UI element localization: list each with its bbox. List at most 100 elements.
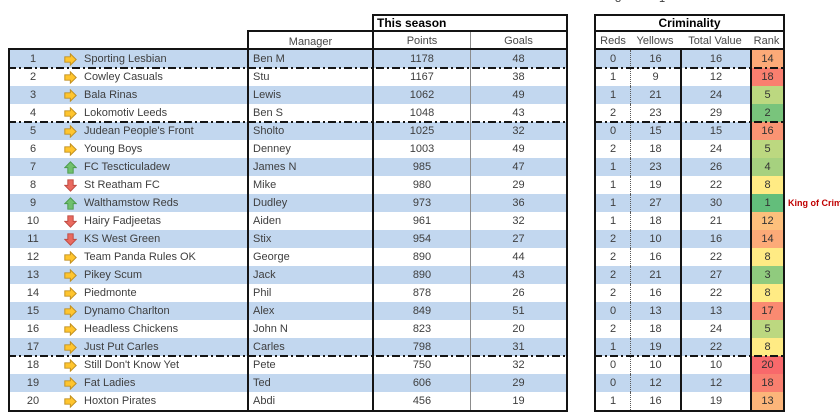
manager-cell[interactable]: Stu [247,68,372,86]
yellows-cell[interactable]: 15 [630,122,680,140]
team-name-cell[interactable]: Bala Rinas [84,86,247,104]
manager-cell[interactable]: Ted [247,374,372,392]
yellows-cell[interactable]: 12 [630,374,680,392]
table-row[interactable]: 19 Fat Ladies Ted 606 29 0 12 12 18 [8,374,840,392]
total-value-cell[interactable]: 19 [680,392,750,410]
total-value-cell[interactable]: 24 [680,140,750,158]
position-cell[interactable]: 6 [8,140,56,158]
yellows-cell[interactable]: 23 [630,104,680,122]
goals-cell[interactable]: 19 [470,392,568,410]
yellows-cell[interactable]: 10 [630,230,680,248]
points-column-header[interactable]: Points [372,30,470,50]
position-cell[interactable]: 13 [8,266,56,284]
manager-cell[interactable]: Lewis [247,86,372,104]
rank-cell[interactable]: 5 [750,140,785,158]
trend-cell[interactable] [56,230,84,248]
reds-cell[interactable]: 1 [594,158,630,176]
total-value-cell[interactable]: 22 [680,248,750,266]
trend-cell[interactable] [56,104,84,122]
manager-cell[interactable]: Carles [247,338,372,356]
points-cell[interactable]: 1048 [372,104,470,122]
trend-cell[interactable] [56,320,84,338]
manager-cell[interactable]: John N [247,320,372,338]
goals-column-header[interactable]: Goals [470,30,568,50]
yellows-cell[interactable]: 23 [630,158,680,176]
position-cell[interactable]: 14 [8,284,56,302]
trend-cell[interactable] [56,356,84,374]
team-name-cell[interactable]: Hairy Fadjeetas [84,215,162,227]
team-name-cell[interactable]: Hoxton Pirates [84,395,157,407]
table-row[interactable]: 5 Judean People's Front Sholto 1025 32 0… [8,122,840,140]
reds-column-header[interactable]: Reds [594,30,630,50]
manager-cell[interactable]: Phil [247,284,372,302]
trend-cell[interactable] [56,68,84,86]
yellows-cell[interactable]: 27 [630,194,680,212]
total-value-cell[interactable]: 16 [680,50,750,68]
reds-cell[interactable]: 2 [594,230,630,248]
manager-cell[interactable]: Dudley [247,194,372,212]
reds-cell[interactable]: 1 [594,194,630,212]
yellows-column-header[interactable]: Yellows [636,35,674,47]
yellows-cell[interactable]: 9 [630,68,680,86]
points-cell[interactable]: 1167 [372,68,470,86]
trend-cell[interactable] [56,212,84,230]
trend-cell[interactable] [56,194,84,212]
position-cell[interactable]: 10 [8,212,56,230]
table-row[interactable]: 11 KS West Green Stix 954 27 2 10 16 14 [8,230,840,248]
trend-cell[interactable] [56,248,84,266]
table-row[interactable]: 1 Sporting Lesbian Ben M 1178 48 0 16 16… [8,50,840,69]
manager-cell[interactable]: Aiden [247,212,372,230]
reds-cell[interactable]: 1 [594,86,630,104]
rank-cell[interactable]: 3 [750,266,785,284]
table-row[interactable]: 16 Headless Chickens John N 823 20 2 18 … [8,320,840,338]
yellows-cell[interactable]: 13 [630,302,680,320]
manager-cell[interactable]: Pete [247,356,372,374]
points-cell[interactable]: 961 [372,212,470,230]
yellows-cell[interactable]: 16 [630,50,680,68]
trend-cell[interactable] [56,284,84,302]
rank-cell[interactable]: 14 [750,50,785,68]
yellows-cell[interactable]: 19 [630,176,680,194]
position-cell[interactable]: 8 [8,176,56,194]
goals-cell[interactable]: 43 [470,104,568,122]
table-row[interactable]: 15 Dynamo Charlton Alex 849 51 0 13 13 1… [8,302,840,320]
rank-cell[interactable]: 8 [750,338,785,356]
table-row[interactable]: 14 Piedmonte Phil 878 26 2 16 22 8 [8,284,840,302]
rank-cell[interactable]: 13 [750,392,785,410]
reds-cell[interactable]: 0 [594,50,630,68]
points-cell[interactable]: 980 [372,176,470,194]
table-row[interactable]: 12 Team Panda Rules OK George 890 44 2 1… [8,248,840,266]
team-name-cell[interactable]: Dynamo Charlton [84,302,247,320]
total-value-cell[interactable]: 12 [680,374,750,392]
reds-cell[interactable]: 1 [594,176,630,194]
points-cell[interactable]: 1062 [372,86,470,104]
points-cell[interactable]: 1178 [372,50,470,68]
points-cell[interactable]: 954 [372,230,470,248]
rank-cell[interactable]: 16 [750,122,785,140]
rank-cell[interactable]: 8 [750,284,785,302]
total-value-cell[interactable]: 21 [680,212,750,230]
position-cell[interactable]: 17 [8,338,56,356]
rank-column-header[interactable]: Rank [750,30,785,50]
total-value-cell[interactable]: 13 [680,302,750,320]
table-row[interactable]: 17 Just Put Carles Carles 798 31 1 19 22… [8,338,840,357]
position-cell[interactable]: 4 [8,104,56,122]
team-name-cell[interactable]: Sporting Lesbian [84,50,247,68]
reds-cell[interactable]: 2 [594,248,630,266]
points-cell[interactable]: 823 [372,320,470,338]
team-name-cell[interactable]: KS West Green [84,230,247,248]
criminality-title[interactable]: Criminality [594,14,785,32]
yellows-cell[interactable]: 18 [630,320,680,338]
reds-cell[interactable]: 2 [594,284,630,302]
yellows-cell[interactable]: 21 [630,86,680,104]
trend-cell[interactable] [56,176,84,194]
table-row[interactable]: 20 Hoxton Pirates Abdi 456 19 1 16 19 13 [8,392,840,410]
goals-cell[interactable]: 20 [470,320,568,338]
table-row[interactable]: 2 Cowley Casuals Stu 1167 38 1 9 12 18 [8,68,840,86]
position-cell[interactable]: 12 [8,248,56,266]
points-cell[interactable]: 878 [372,284,470,302]
manager-cell[interactable]: Abdi [247,392,372,410]
rank-cell[interactable]: 18 [750,68,785,86]
team-name-cell[interactable]: Team Panda Rules OK [84,251,196,263]
table-row[interactable]: 13 Pikey Scum Jack 890 43 2 21 27 3 [8,266,840,284]
